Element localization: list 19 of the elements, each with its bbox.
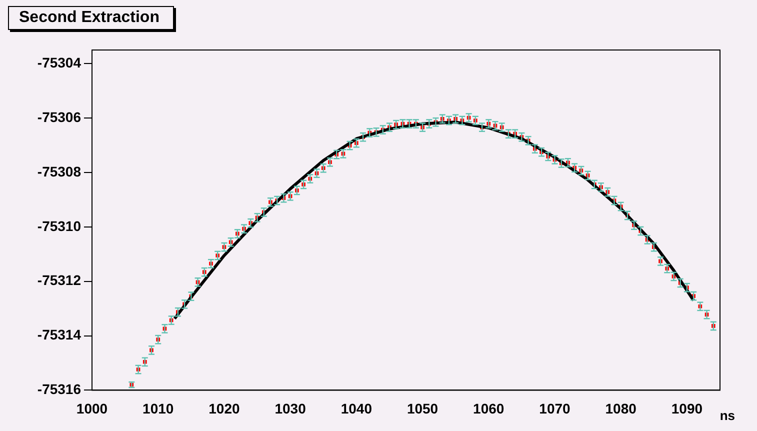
y-tick-label: -75314 [37, 326, 82, 343]
chart-title: Second Extraction [8, 6, 174, 30]
y-tick-label: -75316 [37, 381, 82, 398]
x-tick-label: 1030 [274, 400, 306, 416]
x-tick-label: 1060 [473, 400, 504, 416]
y-tick-label: -75306 [37, 108, 82, 125]
x-axis-title: ns [720, 408, 735, 423]
x-tick-label: 1040 [340, 400, 372, 416]
x-tick-label: 1090 [671, 400, 703, 416]
x-tick-label: 1070 [539, 400, 571, 416]
y-tick-label: -75310 [37, 218, 82, 234]
x-tick-label: 1020 [208, 400, 240, 416]
y-tick-label: -75312 [37, 272, 82, 288]
x-tick-label: 1010 [142, 400, 174, 416]
y-tick-label: -75304 [37, 54, 82, 70]
y-tick-label: -75308 [37, 163, 82, 180]
x-tick-label: 1050 [406, 400, 438, 416]
x-tick-label: 1080 [605, 400, 637, 416]
x-tick-label: 1000 [76, 400, 108, 416]
